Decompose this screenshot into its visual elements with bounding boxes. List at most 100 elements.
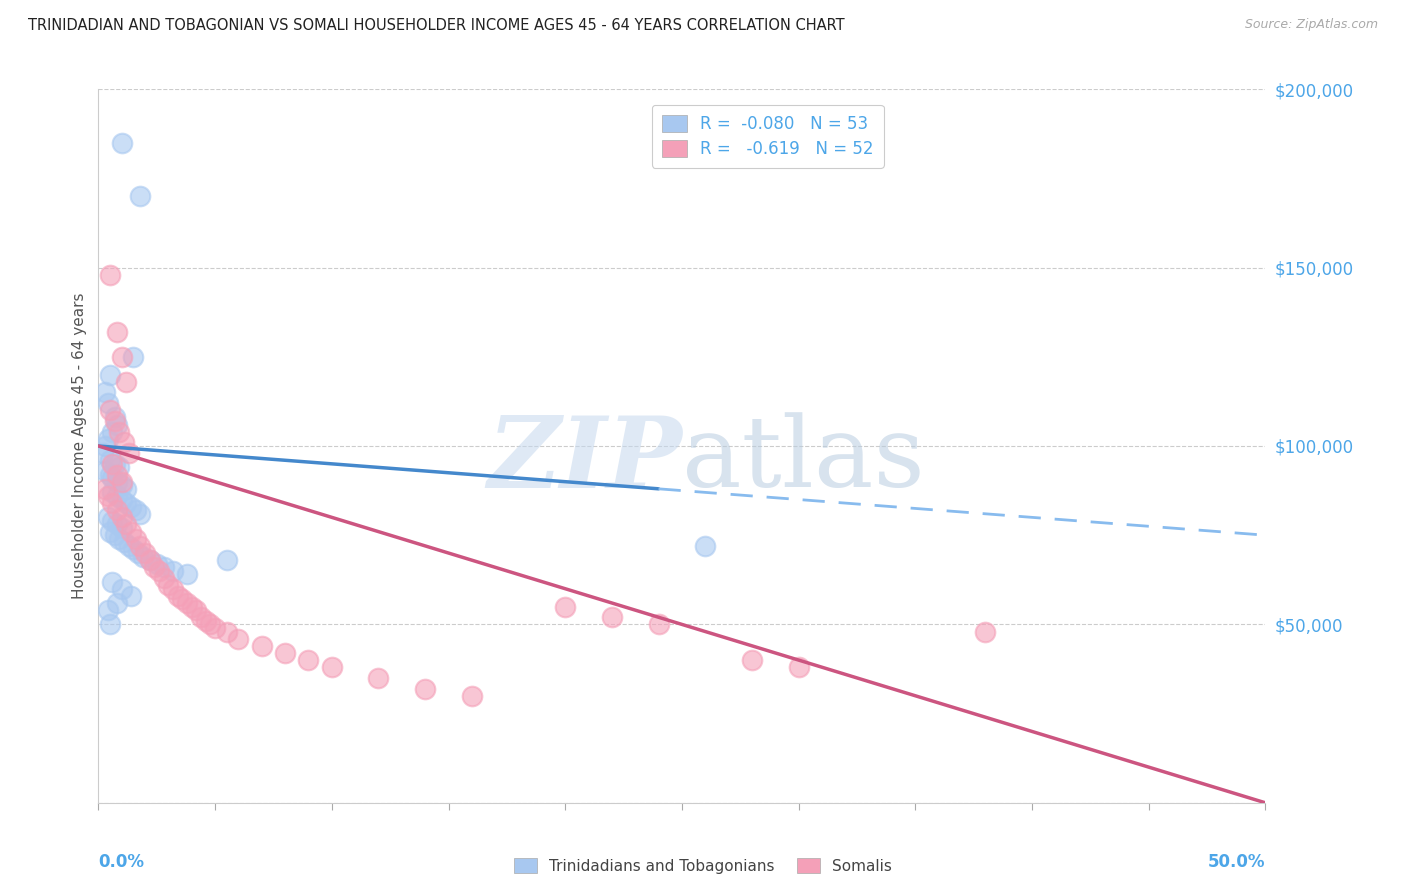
Y-axis label: Householder Income Ages 45 - 64 years: Householder Income Ages 45 - 64 years <box>72 293 87 599</box>
Point <box>111 136 134 150</box>
Point <box>190 610 212 624</box>
Point <box>98 467 121 482</box>
Point <box>194 614 217 628</box>
Point <box>186 603 208 617</box>
Point <box>101 574 124 589</box>
Point <box>157 578 180 592</box>
Point <box>98 524 121 539</box>
Point <box>94 439 117 453</box>
Point <box>122 542 145 557</box>
Point <box>101 514 124 528</box>
Point <box>98 368 121 382</box>
Point <box>152 560 174 574</box>
Point <box>101 496 124 510</box>
Point <box>127 546 149 560</box>
Point <box>104 414 127 428</box>
Point <box>695 539 717 553</box>
Point <box>367 671 389 685</box>
Point <box>91 446 114 460</box>
Point <box>104 457 127 471</box>
Point <box>111 582 134 596</box>
Point <box>554 599 576 614</box>
Point <box>146 557 169 571</box>
Point <box>321 660 343 674</box>
Point <box>101 425 124 439</box>
Point <box>97 396 120 410</box>
Point <box>105 325 128 339</box>
Text: Source: ZipAtlas.com: Source: ZipAtlas.com <box>1244 18 1378 31</box>
Point <box>176 596 198 610</box>
Point <box>115 496 138 510</box>
Point <box>98 403 121 417</box>
Point <box>111 521 134 535</box>
Point <box>200 617 222 632</box>
Point <box>413 681 436 696</box>
Point <box>97 489 120 503</box>
Point <box>98 617 121 632</box>
Point <box>104 410 127 425</box>
Point <box>105 467 128 482</box>
Point <box>112 435 135 450</box>
Point <box>215 553 238 567</box>
Point <box>125 532 148 546</box>
Point <box>215 624 238 639</box>
Point <box>94 482 117 496</box>
Point <box>111 510 134 524</box>
Point <box>94 385 117 400</box>
Point <box>115 375 138 389</box>
Point <box>97 603 120 617</box>
Point <box>129 539 152 553</box>
Point <box>118 539 141 553</box>
Legend: Trinidadians and Tobagonians, Somalis: Trinidadians and Tobagonians, Somalis <box>508 852 898 880</box>
Point <box>105 417 128 432</box>
Point <box>108 532 131 546</box>
Point <box>204 621 226 635</box>
Point <box>122 350 145 364</box>
Point <box>105 596 128 610</box>
Point <box>172 592 194 607</box>
Point <box>250 639 273 653</box>
Point <box>741 653 763 667</box>
Legend: R =  -0.080   N = 53, R =   -0.619   N = 52: R = -0.080 N = 53, R = -0.619 N = 52 <box>652 104 883 168</box>
Text: TRINIDADIAN AND TOBAGONIAN VS SOMALI HOUSEHOLDER INCOME AGES 45 - 64 YEARS CORRE: TRINIDADIAN AND TOBAGONIAN VS SOMALI HOU… <box>28 18 845 33</box>
Point <box>120 524 142 539</box>
Point <box>115 482 138 496</box>
Text: 0.0%: 0.0% <box>98 853 145 871</box>
Point <box>129 189 152 203</box>
Point <box>176 567 198 582</box>
Point <box>101 471 124 485</box>
Point <box>111 478 134 492</box>
Point <box>134 546 156 560</box>
Point <box>180 599 202 614</box>
Point <box>105 475 128 489</box>
Point <box>129 507 152 521</box>
Point <box>139 553 162 567</box>
Point <box>228 632 250 646</box>
Point <box>120 500 142 514</box>
Point <box>105 517 128 532</box>
Point <box>108 460 131 475</box>
Point <box>112 535 135 549</box>
Point <box>101 485 124 500</box>
Point <box>297 653 319 667</box>
Text: ZIP: ZIP <box>486 412 682 508</box>
Text: atlas: atlas <box>682 412 925 508</box>
Point <box>98 453 121 467</box>
Point <box>162 582 184 596</box>
Point <box>94 464 117 478</box>
Point <box>105 489 128 503</box>
Point <box>97 510 120 524</box>
Point <box>115 517 138 532</box>
Point <box>111 350 134 364</box>
Text: 50.0%: 50.0% <box>1208 853 1265 871</box>
Point <box>105 503 128 517</box>
Point <box>111 492 134 507</box>
Point <box>143 560 166 574</box>
Point <box>125 503 148 517</box>
Point <box>111 475 134 489</box>
Point <box>139 553 162 567</box>
Point <box>461 689 484 703</box>
Point <box>152 571 174 585</box>
Point <box>98 268 121 282</box>
Point <box>787 660 810 674</box>
